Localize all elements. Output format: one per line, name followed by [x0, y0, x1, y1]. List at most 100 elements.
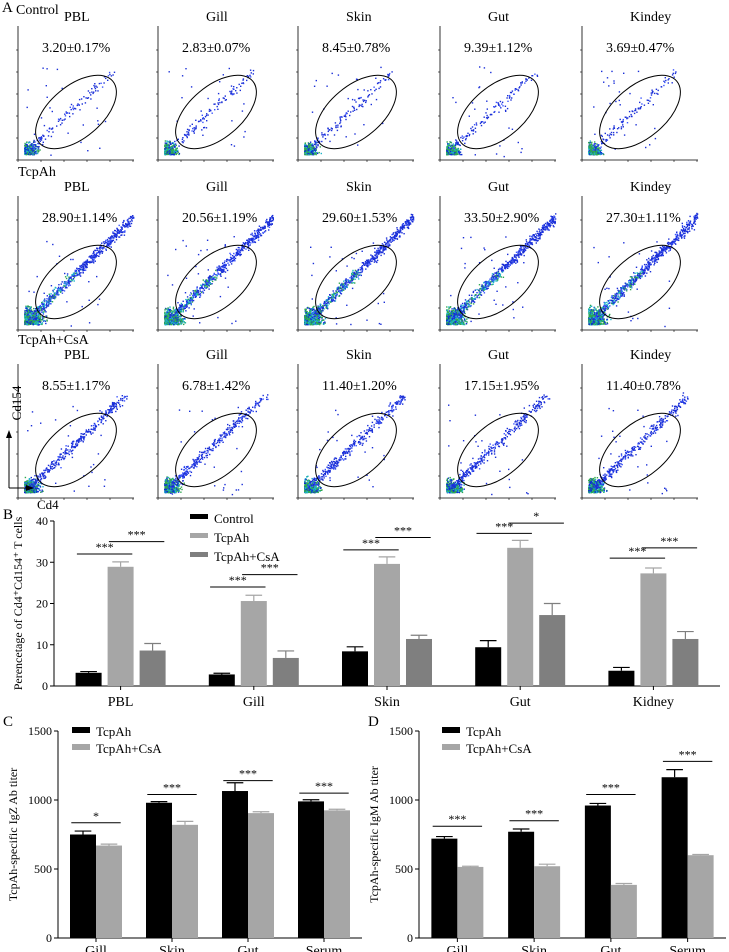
- flow-event: [42, 141, 44, 143]
- flow-plot-svg: [156, 26, 274, 162]
- flow-event: [471, 126, 474, 128]
- flow-event: [115, 235, 117, 238]
- flow-event: [530, 79, 533, 81]
- flow-event: [42, 320, 45, 322]
- flow-event: [618, 91, 621, 93]
- flow-event: [233, 93, 235, 95]
- flow-event: [175, 153, 177, 155]
- flow-event: [74, 272, 77, 275]
- flow-event: [365, 101, 367, 104]
- flow-event: [89, 92, 91, 94]
- flow-event: [175, 317, 177, 319]
- flow-event: [239, 254, 241, 257]
- flow-event: [25, 152, 27, 154]
- flow-event: [78, 272, 81, 275]
- flow-event: [483, 67, 486, 69]
- flow-event: [258, 228, 260, 230]
- flow-event: [38, 143, 40, 145]
- flow-event: [223, 261, 226, 264]
- flow-event: [170, 145, 173, 148]
- flow-event: [309, 147, 311, 149]
- flow-event: [25, 312, 28, 314]
- flow-event: [120, 231, 122, 233]
- flow-event: [32, 146, 34, 148]
- flow-event: [26, 317, 28, 320]
- flow-event: [192, 315, 194, 317]
- flow-event: [336, 129, 339, 132]
- flow-event: [95, 85, 97, 87]
- flow-event: [256, 229, 259, 232]
- flow-event: [592, 146, 594, 148]
- flow-event: [37, 320, 39, 322]
- flow-event: [167, 308, 169, 310]
- flow-event: [26, 321, 29, 324]
- flow-event: [71, 274, 73, 276]
- flow-event: [44, 320, 47, 322]
- flow-event: [166, 315, 169, 318]
- flow-event: [107, 244, 109, 246]
- flow-event: [28, 290, 30, 293]
- flow-event: [190, 302, 192, 304]
- flow-event: [230, 85, 233, 87]
- flow-event: [207, 114, 209, 116]
- flow-event: [28, 306, 31, 308]
- flow-event: [201, 287, 203, 289]
- flow-event: [186, 135, 188, 137]
- flow-event: [517, 141, 519, 144]
- flow-event: [457, 143, 459, 145]
- flow-event: [493, 106, 496, 108]
- flow-event: [654, 127, 656, 130]
- flow-event: [175, 310, 178, 312]
- flow-event: [202, 118, 204, 120]
- flow-event: [634, 109, 637, 111]
- flow-event: [511, 90, 514, 92]
- flow-event: [217, 102, 219, 104]
- flow-event: [165, 308, 167, 310]
- flow-event: [68, 278, 70, 280]
- flow-event: [166, 153, 169, 155]
- flow-event: [314, 140, 316, 142]
- flow-event: [213, 273, 215, 276]
- flow-event: [220, 271, 223, 273]
- flow-event: [258, 236, 260, 238]
- flow-event: [449, 153, 451, 156]
- flow-event: [622, 118, 624, 121]
- flow-event: [487, 116, 490, 118]
- flow-event: [640, 97, 642, 99]
- flow-event: [307, 149, 309, 151]
- flow-event: [25, 151, 27, 153]
- flow-event: [172, 314, 174, 316]
- flow-event: [45, 322, 47, 325]
- flow-event: [314, 149, 316, 151]
- flow-event: [324, 134, 326, 136]
- flow-event: [172, 152, 175, 154]
- flow-event: [497, 102, 499, 104]
- flow-event: [93, 262, 95, 264]
- flow-event: [254, 241, 256, 243]
- flow-event: [218, 265, 220, 267]
- flow-event: [318, 151, 320, 154]
- flow-event: [51, 297, 53, 300]
- flow-event: [95, 90, 97, 92]
- flow-event: [590, 153, 592, 155]
- flow-event: [27, 89, 29, 91]
- flow-event: [195, 127, 197, 130]
- flow-event: [203, 118, 205, 120]
- flow-plot-svg: [296, 196, 415, 332]
- flow-event: [345, 112, 348, 114]
- flow-event: [351, 98, 354, 101]
- flow-event: [64, 113, 66, 115]
- flow-event: [93, 250, 95, 253]
- flow-event: [192, 296, 194, 299]
- flow-event: [455, 139, 457, 141]
- flow-event: [29, 141, 31, 143]
- flow-event: [657, 89, 659, 92]
- flow-event: [112, 74, 114, 76]
- flow-event: [187, 300, 189, 302]
- flow-event: [627, 117, 629, 119]
- flow-event: [29, 323, 32, 325]
- flow-event: [458, 144, 460, 146]
- flow-event: [310, 146, 312, 148]
- flow-event: [111, 240, 114, 242]
- flow-event: [358, 105, 360, 108]
